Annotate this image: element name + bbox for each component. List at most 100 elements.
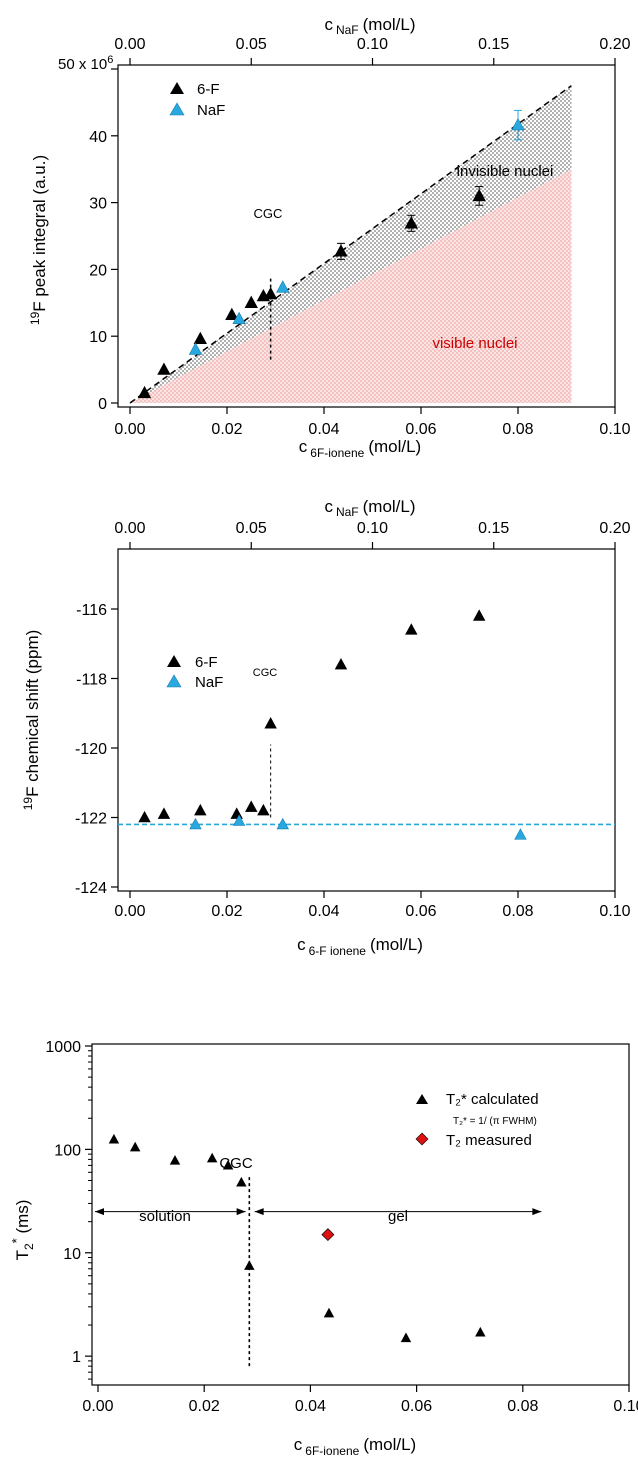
- x-tick-label: 0.08: [502, 421, 533, 438]
- x-tick-label: 0.06: [405, 903, 436, 920]
- y-tick-label: 1: [72, 1349, 81, 1366]
- panel-1-plot-frame: [117, 64, 616, 408]
- fit-line: [129, 85, 572, 404]
- point-t2-calculated: [236, 1176, 247, 1187]
- x-tick-label: 0.08: [507, 1398, 538, 1415]
- panel-1-x-label: c 6F-ionene (mol/L): [299, 437, 421, 460]
- visible-nuclei-area: [130, 169, 572, 403]
- point-t2-measured: [321, 1228, 335, 1242]
- x-tick-label: 0.04: [295, 1398, 326, 1415]
- x2-tick-label: 0.00: [114, 520, 145, 537]
- y-tick-label: 10: [89, 329, 107, 346]
- annotation-cgc: CGC: [219, 1155, 253, 1172]
- legend-marker-naf: [169, 102, 185, 116]
- point-naf: [511, 117, 525, 131]
- legend-label-6f: 6-F: [195, 654, 218, 671]
- legend-marker-6f: [170, 82, 184, 94]
- annotation-gel: gel: [388, 1208, 408, 1225]
- solution-arrowhead-left: [95, 1208, 104, 1216]
- point-6f: [138, 810, 151, 823]
- point-t2-calculated: [108, 1133, 120, 1144]
- panel-1-marks: [137, 109, 525, 399]
- panel-2-chemical-shift: 0.00 0.02 0.04 0.06 0.08 0.10 0.00 0.05 0.10 0.15…: [21, 497, 631, 958]
- panel-3-ticks: 0.00 0.02 0.04 0.06 0.08 0.10 1 10 100 1000: [45, 1039, 638, 1415]
- panel-1-x2-label: c NaF (mol/L): [324, 15, 415, 37]
- point-naf: [276, 817, 289, 830]
- point-6f: [245, 800, 258, 812]
- point-6f: [472, 188, 486, 202]
- y-tick-label: 30: [89, 196, 107, 213]
- point-6f: [334, 244, 348, 257]
- point-6f: [230, 807, 243, 819]
- panel-3-plot-frame: [91, 1043, 630, 1386]
- x2-tick-label: 0.15: [478, 520, 509, 537]
- point-naf: [276, 280, 290, 293]
- point-t2-calculated: [206, 1152, 218, 1163]
- legend-label-t2-measured: T₂ measured: [446, 1132, 532, 1149]
- panel-2-marks: [118, 609, 615, 840]
- point-t2-calculated: [244, 1260, 255, 1270]
- panel-3-x-label: c 6F-ionene (mol/L): [294, 1435, 416, 1458]
- panel-2-plot-frame: [117, 548, 616, 892]
- x2-tick-label: 0.20: [599, 520, 630, 537]
- legend-label-naf: NaF: [195, 674, 223, 691]
- point-6f: [257, 803, 270, 816]
- x2-tick-label: 0.00: [114, 36, 145, 53]
- annotation-visible-nuclei: visible nuclei: [432, 335, 517, 352]
- point-t2-calculated: [129, 1141, 141, 1152]
- panel-2-y-label: 19F chemical shift (ppm): [21, 630, 42, 811]
- x-tick-label: 0.04: [308, 421, 339, 438]
- x-tick-label: 0.10: [599, 421, 630, 438]
- annotation-solution: solution: [139, 1208, 191, 1225]
- legend-note-t2-formula: T₂* = 1/ (π FWHM): [453, 1116, 537, 1127]
- panel-2-x-label: c 6-F ionene (mol/L): [297, 935, 423, 958]
- x-tick-label: 0.10: [599, 903, 630, 920]
- x-tick-label: 0.06: [405, 421, 436, 438]
- solution-arrowhead-right: [236, 1208, 246, 1216]
- x2-tick-label: 0.10: [357, 36, 388, 53]
- point-6f: [472, 609, 486, 621]
- panel-1-peak-integral: 0.00 0.02 0.04 0.06 0.08 0.10 0.00 0.05 0.10 0.15…: [28, 15, 631, 460]
- point-naf: [188, 342, 203, 355]
- x-tick-label: 0.06: [401, 1398, 432, 1415]
- point-6f: [334, 657, 348, 670]
- annotation-cgc: CGC: [253, 667, 278, 679]
- y-tick-label: -122: [75, 811, 107, 828]
- panel-3-legend: T₂* calculated T₂* = 1/ (π FWHM) T₂ meas…: [415, 1091, 539, 1149]
- point-6f: [405, 623, 418, 635]
- y-tick-label: -124: [75, 880, 107, 897]
- point-6f: [194, 803, 207, 816]
- legend-marker-6f: [167, 655, 181, 667]
- y-tick-label: 40: [89, 129, 107, 146]
- legend-label-6f: 6-F: [197, 81, 220, 98]
- x2-tick-label: 0.05: [236, 520, 267, 537]
- legend-marker-t2-measured: [415, 1132, 429, 1146]
- point-6f: [193, 331, 208, 345]
- panel-1-legend: 6-F NaF: [169, 81, 225, 119]
- panel-2-legend: 6-F NaF: [166, 654, 223, 691]
- point-6f: [157, 807, 171, 819]
- x-tick-label: 0.04: [308, 903, 339, 920]
- y-tick-label: 10: [63, 1246, 81, 1263]
- point-6f: [157, 362, 171, 375]
- x2-tick-label: 0.15: [478, 36, 509, 53]
- panel-2-x2-label: c NaF (mol/L): [324, 497, 415, 519]
- y-tick-label: -116: [76, 602, 107, 619]
- panel-1-ticks: 0.00 0.02 0.04 0.06 0.08 0.10 0.00 0.05 0.10 0.15…: [89, 36, 630, 438]
- point-6f: [137, 385, 152, 399]
- x-tick-label: 0.00: [82, 1398, 113, 1415]
- gel-arrowhead-left: [254, 1208, 264, 1216]
- y-tick-label: -118: [76, 672, 107, 689]
- point-t2-calculated: [222, 1159, 234, 1170]
- x-tick-label: 0.08: [502, 903, 533, 920]
- y-tick-label: 20: [89, 262, 107, 279]
- point-naf: [514, 828, 527, 840]
- x-tick-label: 0.02: [211, 903, 242, 920]
- point-6f: [244, 295, 258, 308]
- legend-marker-naf: [166, 674, 182, 688]
- point-6f: [225, 307, 239, 320]
- panel-1-y-top-label: 50 x 106: [58, 54, 113, 73]
- y-tick-label: 1000: [45, 1039, 81, 1056]
- point-t2-calculated: [169, 1155, 181, 1165]
